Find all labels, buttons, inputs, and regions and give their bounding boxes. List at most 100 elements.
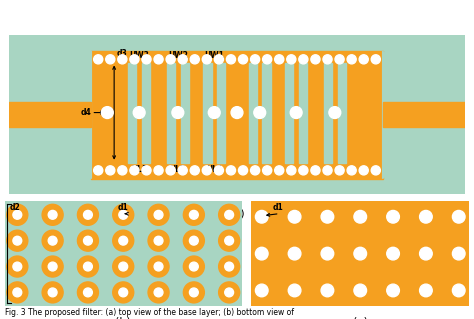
Circle shape: [251, 55, 260, 64]
Circle shape: [148, 256, 169, 277]
Circle shape: [13, 236, 22, 245]
Circle shape: [275, 166, 284, 175]
Circle shape: [354, 211, 366, 223]
Circle shape: [48, 288, 57, 297]
Circle shape: [214, 55, 223, 64]
Text: UL1: UL1: [206, 165, 222, 174]
Circle shape: [209, 107, 220, 118]
Circle shape: [419, 211, 432, 223]
Circle shape: [251, 166, 260, 175]
Circle shape: [225, 236, 234, 245]
Text: d1: d1: [118, 203, 128, 212]
Circle shape: [154, 288, 163, 297]
Circle shape: [101, 107, 113, 118]
Polygon shape: [383, 51, 465, 179]
Circle shape: [452, 247, 465, 260]
Circle shape: [154, 211, 163, 219]
Circle shape: [106, 55, 115, 64]
Text: UW3: UW3: [129, 51, 149, 60]
Circle shape: [190, 55, 199, 64]
Circle shape: [299, 166, 308, 175]
Circle shape: [219, 230, 240, 251]
Circle shape: [323, 166, 332, 175]
Circle shape: [311, 55, 320, 64]
Circle shape: [287, 166, 296, 175]
Circle shape: [178, 55, 187, 64]
Circle shape: [190, 262, 198, 271]
Bar: [91, 51, 383, 179]
Text: d2: d2: [10, 203, 21, 212]
Circle shape: [371, 166, 380, 175]
Bar: [217, 63, 225, 163]
Circle shape: [419, 284, 432, 297]
Circle shape: [77, 230, 99, 251]
Circle shape: [7, 282, 28, 303]
Circle shape: [42, 204, 63, 225]
Bar: [142, 63, 150, 163]
Bar: [128, 63, 137, 163]
Bar: [299, 63, 307, 163]
Circle shape: [225, 288, 234, 297]
Circle shape: [214, 166, 223, 175]
Circle shape: [142, 166, 151, 175]
Bar: [324, 63, 332, 163]
Circle shape: [254, 107, 265, 118]
Bar: [383, 102, 465, 127]
Circle shape: [419, 247, 432, 260]
Circle shape: [172, 107, 184, 118]
Circle shape: [119, 236, 128, 245]
Circle shape: [83, 211, 92, 219]
Text: UL2: UL2: [170, 165, 186, 174]
Text: (b): (b): [115, 316, 131, 319]
Circle shape: [83, 262, 92, 271]
Circle shape: [255, 247, 268, 260]
Circle shape: [83, 236, 92, 245]
Circle shape: [148, 230, 169, 251]
Circle shape: [42, 282, 63, 303]
Circle shape: [219, 282, 240, 303]
Circle shape: [321, 284, 334, 297]
Circle shape: [299, 55, 308, 64]
Circle shape: [190, 211, 198, 219]
Circle shape: [148, 204, 169, 225]
Circle shape: [255, 284, 268, 297]
Circle shape: [183, 204, 204, 225]
Circle shape: [263, 55, 272, 64]
Circle shape: [7, 204, 28, 225]
Circle shape: [190, 288, 198, 297]
Circle shape: [48, 236, 57, 245]
Circle shape: [288, 247, 301, 260]
Circle shape: [130, 166, 139, 175]
Circle shape: [42, 256, 63, 277]
Circle shape: [183, 230, 204, 251]
Circle shape: [183, 256, 204, 277]
Circle shape: [183, 282, 204, 303]
Circle shape: [154, 262, 163, 271]
Circle shape: [311, 166, 320, 175]
Circle shape: [77, 282, 99, 303]
Circle shape: [387, 211, 400, 223]
Circle shape: [371, 55, 380, 64]
Circle shape: [238, 55, 247, 64]
Circle shape: [133, 107, 145, 118]
Circle shape: [7, 230, 28, 251]
Circle shape: [113, 282, 134, 303]
Circle shape: [119, 288, 128, 297]
Circle shape: [219, 256, 240, 277]
Circle shape: [225, 211, 234, 219]
Text: Fig. 3 The proposed filter: (a) top view of the base layer; (b) bottom view of: Fig. 3 The proposed filter: (a) top view…: [5, 308, 294, 317]
Circle shape: [227, 55, 236, 64]
Text: UL3: UL3: [131, 165, 147, 174]
Circle shape: [231, 107, 243, 118]
Text: UW2: UW2: [168, 51, 188, 60]
Bar: [167, 63, 175, 163]
Bar: [9, 102, 91, 127]
Circle shape: [166, 55, 175, 64]
Circle shape: [142, 55, 151, 64]
Circle shape: [359, 166, 368, 175]
Circle shape: [94, 55, 103, 64]
Circle shape: [452, 211, 465, 223]
Circle shape: [77, 256, 99, 277]
Bar: [337, 63, 346, 163]
Circle shape: [154, 236, 163, 245]
